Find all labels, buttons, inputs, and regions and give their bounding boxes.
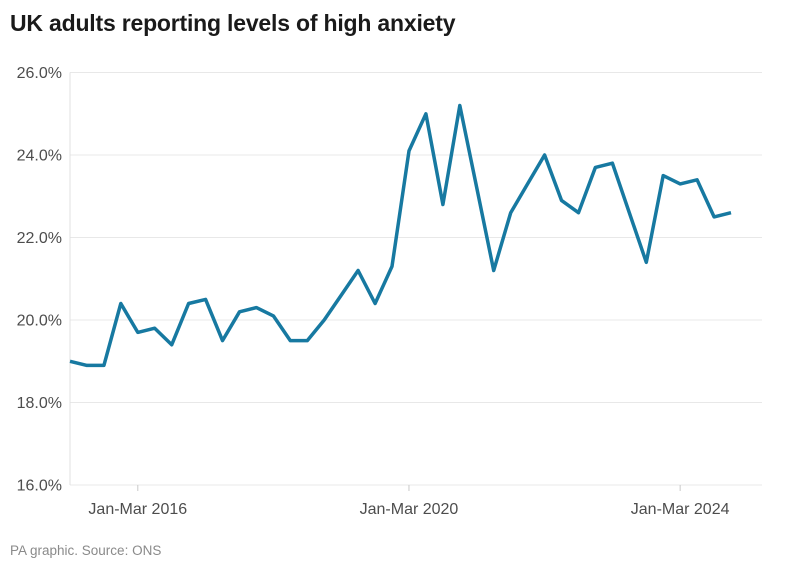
chart-title: UK adults reporting levels of high anxie… (10, 10, 456, 36)
source-attribution: PA graphic. Source: ONS (10, 543, 162, 558)
x-axis-label: Jan-Mar 2016 (88, 501, 187, 518)
anxiety-series-line (69, 103, 732, 368)
y-axis-label: 22.0% (17, 230, 62, 247)
y-axis-label: 24.0% (17, 148, 62, 165)
x-axis-label: Jan-Mar 2024 (631, 501, 730, 518)
y-axis-label: 20.0% (17, 313, 62, 330)
y-axis-label: 16.0% (17, 478, 62, 495)
y-axis-label: 18.0% (17, 395, 62, 412)
y-axis-label: 26.0% (17, 65, 62, 82)
x-axis-label: Jan-Mar 2020 (360, 501, 459, 518)
